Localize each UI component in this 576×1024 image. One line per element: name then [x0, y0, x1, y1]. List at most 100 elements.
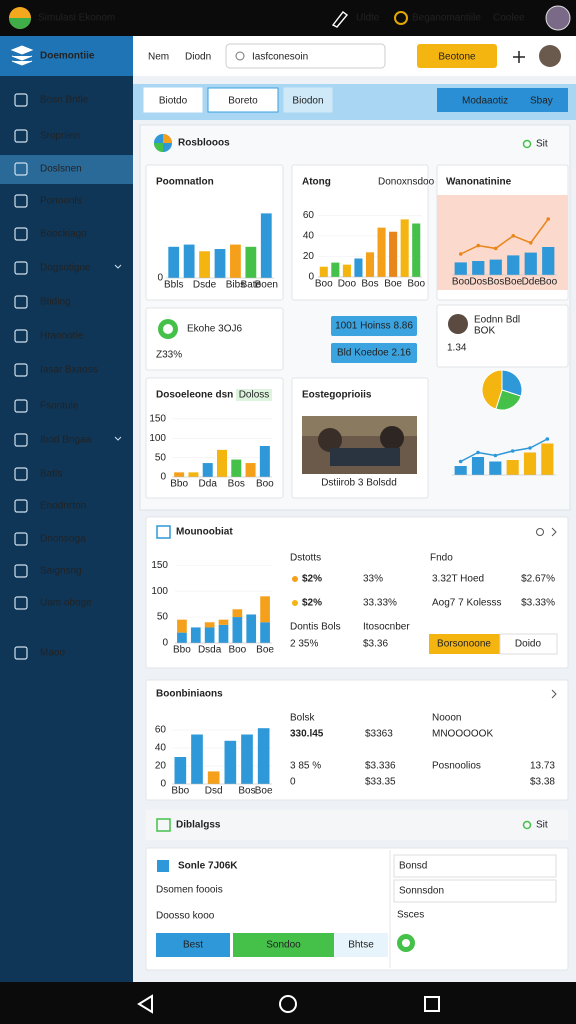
nav-item[interactable]: Boockiago: [40, 229, 87, 240]
panel-title: Boonbiniaons: [156, 689, 223, 700]
line-point: [546, 217, 551, 221]
person-role: BOK: [474, 326, 495, 337]
panel-icon: [156, 818, 171, 832]
dialog-icon: [157, 860, 169, 872]
nav-item[interactable]: Bosn Bntle: [40, 95, 89, 106]
header-link[interactable]: Nem: [148, 52, 169, 63]
action-button[interactable]: [331, 316, 417, 336]
tab-action[interactable]: Modaaotiz: [462, 96, 508, 107]
trend-line: [460, 438, 548, 463]
chevron: [551, 689, 557, 699]
y-tick-label: 100: [149, 433, 166, 444]
tab[interactable]: [283, 87, 333, 113]
badge-label: Doloss: [239, 390, 270, 401]
row-value: 33%: [363, 574, 383, 585]
y-tick-label: 50: [155, 452, 167, 463]
dialog-button-label: Bhtse: [348, 940, 374, 951]
y-tick-label: 50: [157, 612, 169, 623]
x-tick-label: Dde: [522, 277, 541, 288]
nav-item[interactable]: Ponoonls: [40, 196, 82, 207]
nav-item[interactable]: Dnonsoga: [40, 534, 86, 545]
x-tick-label: Bos: [228, 479, 245, 490]
nav-item[interactable]: Saignsng: [40, 566, 82, 577]
tab[interactable]: [143, 87, 203, 113]
nav-item[interactable]: Batls: [40, 469, 62, 480]
dialog-button[interactable]: [334, 933, 388, 957]
search-placeholder: Iasfconesoin: [252, 52, 308, 63]
nav-item[interactable]: Sropnien: [40, 131, 80, 142]
nav-item[interactable]: Maoo: [40, 648, 65, 659]
nav-bar: [0, 982, 576, 1024]
y-tick-label: 0: [308, 272, 314, 283]
text-input[interactable]: [393, 854, 557, 878]
card-subtitle: Z33%: [156, 350, 182, 361]
tab-actions[interactable]: [437, 88, 568, 112]
nav-item[interactable]: Doslsnen: [40, 164, 82, 175]
nav-item[interactable]: Hraonotie: [40, 331, 84, 342]
photo-caption: Dstiirob 3 Bolsdd: [321, 478, 397, 489]
person-name: Eodnn Bdl: [474, 315, 520, 326]
tab[interactable]: [207, 87, 279, 113]
trend-line: [460, 218, 549, 255]
nav-icon: [14, 261, 28, 275]
text-input[interactable]: [393, 879, 557, 903]
nav-item[interactable]: Dogsotigoe: [40, 263, 91, 274]
photo: [380, 426, 404, 450]
x-tick-label: Boen: [255, 280, 278, 291]
x-tick-label: Dsda: [198, 645, 222, 656]
y-tick-label: 20: [303, 251, 315, 262]
stat: $33.35: [365, 777, 396, 788]
recents-button[interactable]: [424, 996, 440, 1012]
bar-segment: [232, 617, 243, 643]
tab-action[interactable]: Sbay: [530, 96, 553, 107]
x-tick-label: Boo: [315, 279, 333, 290]
dialog-button[interactable]: [233, 933, 334, 957]
y-tick-label: 0: [160, 779, 166, 790]
nav-icon: [14, 399, 28, 413]
x-tick-label: Boe: [256, 645, 274, 656]
bar: [245, 246, 257, 278]
header-link[interactable]: Diodn: [185, 52, 211, 63]
stat: Posnoolios: [432, 761, 481, 772]
card-title: Ekohe 3OJ6: [187, 324, 242, 335]
stat: Nooon: [432, 713, 461, 724]
more-link[interactable]: Sit: [536, 139, 548, 150]
back-button[interactable]: [137, 994, 153, 1014]
input-value: Sonnsdon: [399, 886, 444, 897]
bar-segment: [218, 619, 229, 625]
nav-item[interactable]: Btiding: [40, 297, 71, 308]
nav-item[interactable]: Ibod Bngaa: [40, 435, 92, 446]
edit-icon: [331, 11, 349, 28]
bar: [257, 728, 270, 784]
bar: [199, 251, 210, 278]
y-tick-label: 150: [149, 414, 166, 425]
y-tick-label: 0: [157, 273, 163, 284]
toggle-button[interactable]: [429, 634, 500, 654]
x-tick-label: Dsd: [205, 786, 223, 797]
action-link[interactable]: Uldte: [356, 13, 380, 24]
nav-item[interactable]: Iasar Bxaoss: [40, 365, 98, 376]
toggle-button[interactable]: [499, 633, 558, 655]
chevron: [551, 527, 557, 537]
row-value: Aog7 7 Kolesss: [432, 598, 502, 609]
x-tick-label: Dda: [199, 479, 218, 490]
nav-item[interactable]: Uam oboge: [40, 598, 92, 609]
more-link[interactable]: Sit: [536, 820, 548, 831]
pie-slice: [495, 389, 522, 411]
bar: [506, 460, 519, 475]
nav-icon: [14, 227, 28, 241]
menu-icon: [513, 51, 525, 63]
nav-item[interactable]: Enodnrton: [40, 501, 86, 512]
line-point: [458, 459, 463, 464]
dialog-button[interactable]: [156, 933, 230, 957]
bar-segment: [260, 596, 270, 623]
action-button[interactable]: [331, 343, 417, 363]
nav-item[interactable]: Fsontuie: [40, 401, 79, 412]
search-box[interactable]: [225, 43, 386, 69]
bar: [541, 443, 554, 475]
person-avatar: [448, 314, 468, 334]
bar: [454, 262, 467, 275]
primary-button[interactable]: [417, 44, 497, 68]
action-link[interactable]: Coolee: [493, 13, 525, 24]
